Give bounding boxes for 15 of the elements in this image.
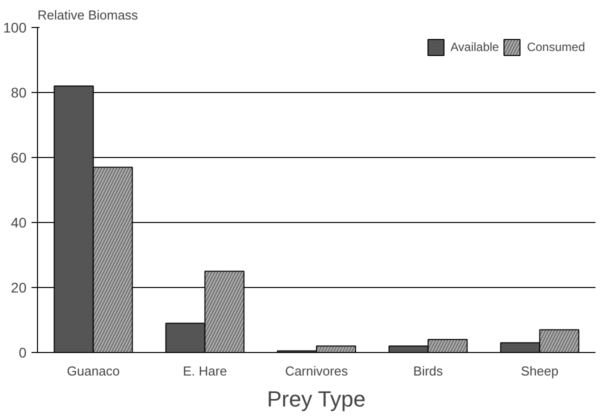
y-tick-label: 80 <box>10 84 27 100</box>
y-tick-label: 40 <box>10 214 27 230</box>
x-tick-label: E. Hare <box>182 364 227 378</box>
x-tick-label: Birds <box>413 364 444 378</box>
y-tick-label: 100 <box>3 20 27 36</box>
x-tick-label: Carnivores <box>285 364 348 378</box>
x-tick-label: Guanaco <box>66 364 120 378</box>
legend-label: Available <box>450 40 499 54</box>
legend-label: Consumed <box>526 40 585 54</box>
y-tick-label: 60 <box>10 150 27 166</box>
x-axis-title: Prey Type <box>266 386 366 412</box>
y-tick-label: 0 <box>18 344 27 360</box>
y-axis-title: Relative Biomass <box>38 8 138 22</box>
y-tick-label: 20 <box>10 280 27 296</box>
x-tick-label: Sheep <box>520 364 558 378</box>
